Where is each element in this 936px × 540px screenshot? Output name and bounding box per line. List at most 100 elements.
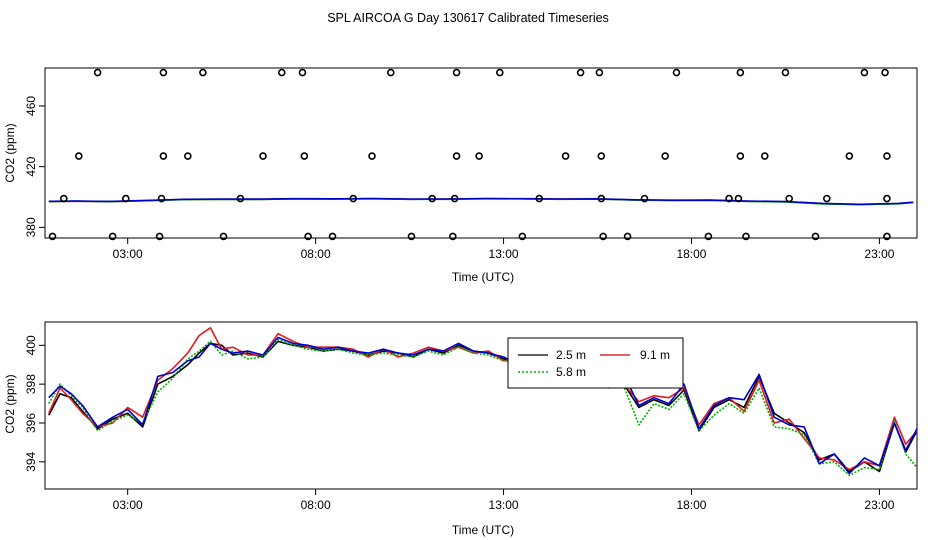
x-tick-label: 23:00 xyxy=(864,498,894,512)
calibration-point xyxy=(661,152,669,160)
top-calibration-points xyxy=(48,68,891,241)
calibration-point xyxy=(535,194,544,203)
top-panel: 03:00 08:00 13:00 18:00 23:00 380 420 460 Time… xyxy=(3,67,918,284)
legend-box xyxy=(507,337,684,389)
calibration-point xyxy=(736,68,745,77)
calibration-point xyxy=(157,194,166,203)
calibration-point xyxy=(781,68,790,77)
calibration-point xyxy=(822,194,831,203)
legend-label-5-8m: 5.8 m xyxy=(556,365,586,379)
calibration-point xyxy=(428,194,436,203)
x-tick-label: 08:00 xyxy=(301,498,331,512)
calibration-point xyxy=(742,232,750,241)
calibration-point xyxy=(725,194,733,203)
calibration-point xyxy=(328,232,337,241)
legend: 2.5 m 9.1 m 5.8 m xyxy=(507,337,684,389)
calibration-point xyxy=(672,68,681,77)
calibration-point xyxy=(259,152,267,160)
calibration-point xyxy=(93,68,102,77)
calibration-point xyxy=(845,152,854,160)
calibration-point xyxy=(184,152,192,160)
calibration-point xyxy=(475,152,483,160)
bottom-y-axis: 394 396 398 400 xyxy=(24,335,45,472)
bottom-x-axis: 03:00 08:00 13:00 18:00 23:00 xyxy=(113,489,895,512)
x-tick-label: 03:00 xyxy=(113,247,143,261)
calibration-point xyxy=(75,152,83,160)
series-line-5-8-m xyxy=(48,338,918,477)
y-tick-label: 398 xyxy=(24,374,38,394)
y-tick-label: 420 xyxy=(24,156,38,176)
calibration-point xyxy=(236,194,245,203)
calibration-point xyxy=(561,152,570,160)
calibration-point xyxy=(159,152,168,160)
calibration-point xyxy=(304,232,312,241)
series-line-blue xyxy=(48,336,918,475)
bottom-series-lines xyxy=(48,326,918,477)
figure-title: SPL AIRCOA G Day 130617 Calibrated Times… xyxy=(327,11,609,25)
calibration-point xyxy=(450,194,459,203)
calibration-point xyxy=(298,68,307,77)
calibration-point xyxy=(760,152,769,160)
calibration-point xyxy=(449,232,457,241)
calibration-point xyxy=(883,232,891,241)
calibration-point xyxy=(219,232,228,241)
calibration-point xyxy=(386,68,395,77)
x-tick-label: 23:00 xyxy=(864,247,894,261)
legend-label-2-5m: 2.5 m xyxy=(556,348,586,362)
y-tick-label: 396 xyxy=(24,413,38,433)
calibration-point xyxy=(495,68,504,77)
top-y-axis: 380 420 460 xyxy=(24,96,45,237)
x-tick-label: 18:00 xyxy=(676,247,706,261)
calibration-point xyxy=(734,194,743,203)
calibration-point xyxy=(349,194,358,203)
bottom-panel: 03:00 08:00 13:00 18:00 23:00 394 396 398 400 T… xyxy=(3,321,918,537)
y-tick-label: 380 xyxy=(24,217,38,237)
top-series-lines xyxy=(48,197,914,206)
top-x-axis: 03:00 08:00 13:00 18:00 23:00 xyxy=(113,238,895,261)
calibration-point xyxy=(108,232,117,241)
x-tick-label: 13:00 xyxy=(489,498,519,512)
x-tick-label: 18:00 xyxy=(676,498,706,512)
calibration-point xyxy=(881,68,889,77)
bottom-y-axis-label: CO2 (ppm) xyxy=(3,374,17,433)
bottom-panel-frame xyxy=(44,321,918,490)
calibration-point xyxy=(595,68,604,77)
series-line-blue xyxy=(48,197,914,206)
calibration-point xyxy=(640,194,649,203)
calibration-point xyxy=(599,232,607,241)
calibration-point xyxy=(576,68,585,77)
calibration-point xyxy=(199,68,207,77)
calibration-point xyxy=(883,194,891,203)
calibration-point xyxy=(59,194,68,203)
calibration-point xyxy=(300,152,309,160)
bottom-x-axis-label: Time (UTC) xyxy=(452,523,514,537)
calibration-point xyxy=(597,194,606,203)
series-line-2-5-m xyxy=(48,340,918,473)
calibration-point xyxy=(518,232,527,241)
calibration-point xyxy=(452,68,461,77)
x-tick-label: 08:00 xyxy=(301,247,331,261)
calibration-point xyxy=(860,68,869,77)
calibration-point xyxy=(155,232,164,241)
calibration-point xyxy=(704,232,713,241)
calibration-point xyxy=(122,194,130,203)
calibration-point xyxy=(368,152,376,160)
calibration-point xyxy=(785,194,794,203)
x-tick-label: 13:00 xyxy=(489,247,519,261)
calibration-point xyxy=(48,232,57,241)
y-tick-label: 400 xyxy=(24,335,38,355)
calibration-point xyxy=(159,68,168,77)
top-x-axis-label: Time (UTC) xyxy=(452,270,514,284)
top-y-axis-label: CO2 (ppm) xyxy=(3,123,17,182)
x-tick-label: 03:00 xyxy=(113,498,143,512)
calibration-point xyxy=(452,152,461,160)
calibration-point xyxy=(277,68,286,77)
legend-label-9-1m: 9.1 m xyxy=(640,348,670,362)
calibration-point xyxy=(811,232,820,241)
calibration-point xyxy=(623,232,632,241)
calibration-point xyxy=(883,152,891,160)
top-panel-frame xyxy=(44,67,918,239)
calibration-point xyxy=(736,152,745,160)
y-tick-label: 394 xyxy=(24,451,38,471)
